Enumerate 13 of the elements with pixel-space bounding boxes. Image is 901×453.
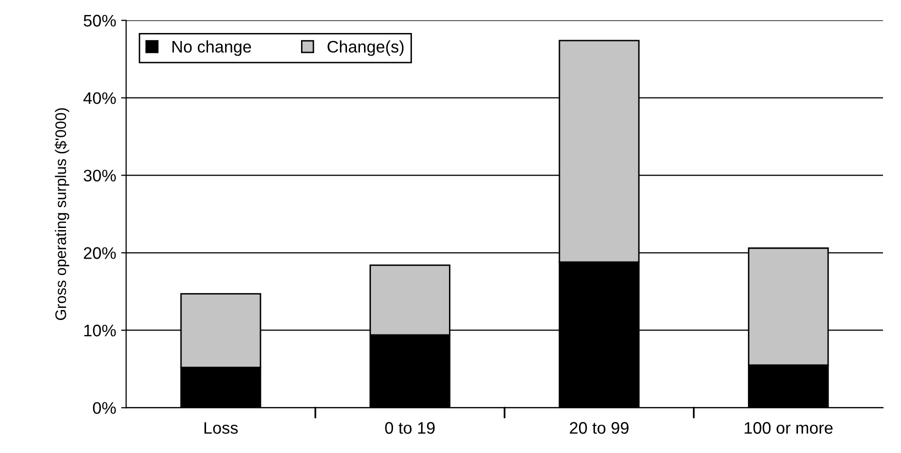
y-tick-label: 0% <box>92 402 116 414</box>
y-axis-title: Gross operating surplus ($'000) <box>54 108 70 320</box>
y-tick-label: 10% <box>84 324 116 336</box>
y-tick-label: 50% <box>84 14 116 27</box>
x-tick-label: Loss <box>204 422 238 434</box>
y-tick-label: 40% <box>83 92 116 104</box>
legend-label: No change <box>172 40 252 56</box>
y-tick-label: 30% <box>84 170 116 182</box>
x-tick-label: 100 or more <box>744 422 833 434</box>
y-tick-label: 20% <box>84 247 116 259</box>
legend-label: Change(s) <box>328 40 404 56</box>
x-tick-label: 0 to 19 <box>385 422 435 434</box>
x-tick-label: 20 to 99 <box>570 422 628 434</box>
